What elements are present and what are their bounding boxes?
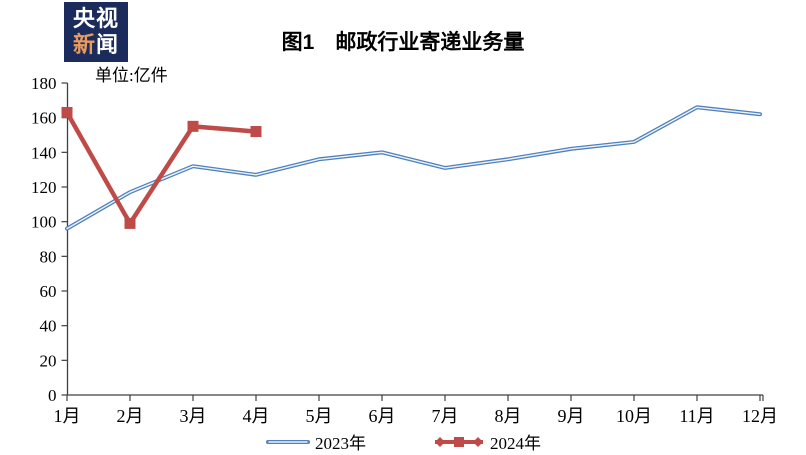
y-tick-label: 100 xyxy=(31,213,57,232)
series-line-highlight xyxy=(66,106,761,230)
legend-2024-line-icon xyxy=(435,436,483,447)
y-tick-label: 20 xyxy=(40,351,57,370)
x-category-label: 3月 xyxy=(180,406,207,426)
x-category-label: 1月 xyxy=(54,406,81,426)
x-category-label: 7月 xyxy=(432,406,459,426)
logo-line2-accent: 新 xyxy=(72,32,96,57)
data-point-marker xyxy=(124,217,136,229)
cctv-news-logo: 央视 新闻 xyxy=(64,2,128,62)
data-point-marker xyxy=(250,126,262,138)
series-2024年 xyxy=(61,106,262,229)
y-tick-label: 0 xyxy=(48,386,57,405)
y-tick-label: 160 xyxy=(31,109,57,128)
logo-line2: 新闻 xyxy=(73,32,119,58)
logo-line2-rest: 闻 xyxy=(96,32,120,57)
x-category-label: 2月 xyxy=(117,406,144,426)
y-tick-label: 60 xyxy=(40,282,57,301)
x-category-label: 5月 xyxy=(306,406,333,426)
y-tick-label: 80 xyxy=(40,247,57,266)
logo-line1: 央视 xyxy=(72,6,119,31)
line-chart-canvas: 0 20 40 60 80 100 120 140 160 180 1月 2月 3月 4月 5月 6月 7月 8月… xyxy=(31,74,778,426)
unit-label: 单位:亿件 xyxy=(95,66,168,85)
x-category-label: 9月 xyxy=(558,406,585,426)
y-tick-label: 180 xyxy=(31,74,57,93)
series-line xyxy=(65,105,762,231)
x-category-label: 12月 xyxy=(742,406,778,426)
data-point-marker xyxy=(187,120,199,132)
legend-label-2024: 2024年 xyxy=(490,434,541,453)
legend-2023-line-icon xyxy=(266,439,310,444)
y-tick-label: 140 xyxy=(31,143,57,162)
y-tick-label: 120 xyxy=(31,178,57,197)
chart-legend: 2023年 2024年 xyxy=(0,429,806,454)
series-line xyxy=(64,110,259,226)
x-category-label: 10月 xyxy=(616,406,652,426)
series-2023年 xyxy=(65,105,762,231)
legend-label-2023: 2023年 xyxy=(315,434,366,453)
legend-item-2024: 2024年 xyxy=(432,429,541,454)
x-category-label: 11月 xyxy=(679,406,714,426)
x-category-label: 8月 xyxy=(495,406,522,426)
chart-title: 图1 邮政行业寄递业务量 xyxy=(281,31,525,54)
y-tick-label: 40 xyxy=(40,317,57,336)
axes: 0 20 40 60 80 100 120 140 160 180 1月 2月 3月 4月 5月 6月 7月 8月… xyxy=(31,74,778,426)
x-category-label: 6月 xyxy=(369,406,396,426)
data-point-marker xyxy=(61,106,73,118)
x-category-label: 4月 xyxy=(243,406,270,426)
legend-item-2023: 2023年 xyxy=(265,429,366,454)
